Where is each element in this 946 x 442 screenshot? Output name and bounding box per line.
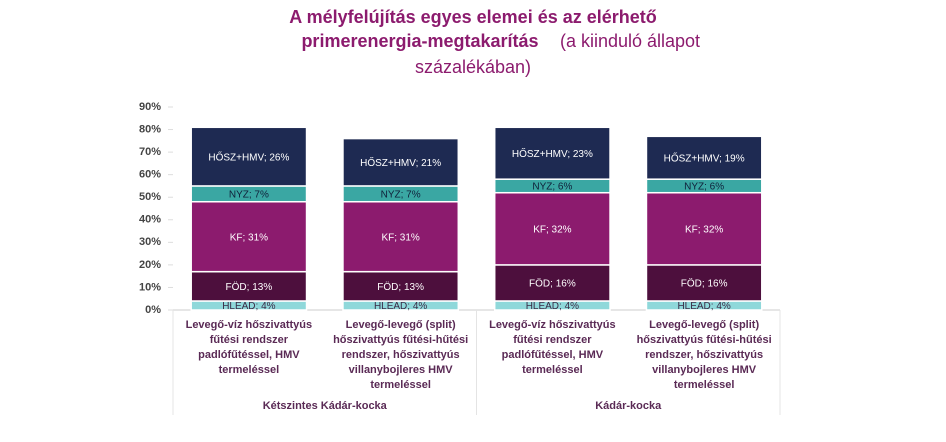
x-tick-label-box: Levegő-víz hőszivattyús fűtési rendszer … (489, 319, 616, 376)
bar-segment (342, 137, 460, 187)
bar-segment (645, 191, 763, 266)
y-tick-label: 80% (139, 123, 161, 135)
data-label: HŐSZ+HMV; 26% (208, 149, 289, 163)
group-label: Kétszintes Kádár-kocka (263, 400, 388, 412)
data-label: HŐSZ+HMV; 21% (360, 155, 441, 169)
x-tick-label: Levegő-levegő (split) hőszivattyús fűtés… (333, 319, 469, 391)
data-label: HŐSZ+HMV; 19% (664, 150, 745, 164)
x-tick-label: Levegő-levegő (split) hőszivattyús fűtés… (636, 319, 772, 391)
x-tick-label: Levegő-víz hőszivattyús fűtési rendszer … (185, 319, 313, 376)
data-label: KF; 32% (533, 224, 571, 235)
subtitle-part: százalékában) (415, 57, 531, 77)
y-tick-label: 20% (139, 259, 161, 271)
title-line: A mélyfelújítás egyes elemei és az elérh… (289, 7, 657, 27)
data-label: NYZ; 7% (381, 189, 421, 200)
data-label: NYZ; 7% (229, 189, 269, 200)
data-label: NYZ; 6% (684, 182, 724, 193)
y-tick-label: 90% (139, 101, 161, 113)
bar-segment (190, 126, 308, 187)
y-tick-label: 70% (139, 146, 161, 158)
x-tick-label-box: Levegő-víz hőszivattyús fűtési rendszer … (185, 319, 313, 376)
data-label: HLEAD; 4% (526, 301, 579, 312)
data-label: FÖD; 13% (377, 281, 424, 293)
group-label: Kádár-kocka (595, 400, 662, 412)
data-label: KF; 31% (230, 232, 268, 243)
y-tick-label: 10% (139, 281, 161, 293)
bar-segment (645, 264, 763, 302)
y-tick-label: 40% (139, 214, 161, 226)
subtitle-part: (a kiinduló állapot (560, 31, 700, 51)
data-label: FÖD; 16% (681, 278, 728, 290)
x-tick-label: Levegő-víz hőszivattyús fűtési rendszer … (489, 319, 616, 376)
bar-segment (493, 191, 611, 266)
data-label: FÖD; 16% (529, 278, 576, 290)
x-tick-label-box: Levegő-levegő (split) hőszivattyús fűtés… (333, 319, 469, 391)
title-line: primerenergia-megtakarítás (301, 31, 538, 51)
data-label: HŐSZ+HMV; 23% (512, 146, 593, 160)
data-label: HLEAD; 4% (374, 301, 427, 312)
data-label: HLEAD; 4% (222, 301, 275, 312)
x-tick-label-box: Levegő-levegő (split) hőszivattyús fűtés… (636, 319, 772, 391)
data-label: KF; 32% (685, 224, 723, 235)
y-tick-label: 30% (139, 236, 161, 248)
data-label: HLEAD; 4% (677, 301, 730, 312)
bar-segment (190, 200, 308, 273)
data-label: FÖD; 13% (226, 281, 273, 293)
y-tick-label: 50% (139, 191, 161, 203)
bar-segment (493, 126, 611, 180)
chart-subtitle: (a kiinduló állapot százalékában) (415, 31, 700, 77)
data-label: KF; 31% (381, 232, 419, 243)
chart-title: A mélyfelújítás egyes elemei és az elérh… (289, 7, 657, 51)
y-tick-label: 0% (145, 304, 161, 316)
bar-segment (645, 135, 763, 180)
y-tick-label: 60% (139, 169, 161, 181)
data-label: NYZ; 6% (532, 182, 572, 193)
bar-segment (493, 264, 611, 302)
